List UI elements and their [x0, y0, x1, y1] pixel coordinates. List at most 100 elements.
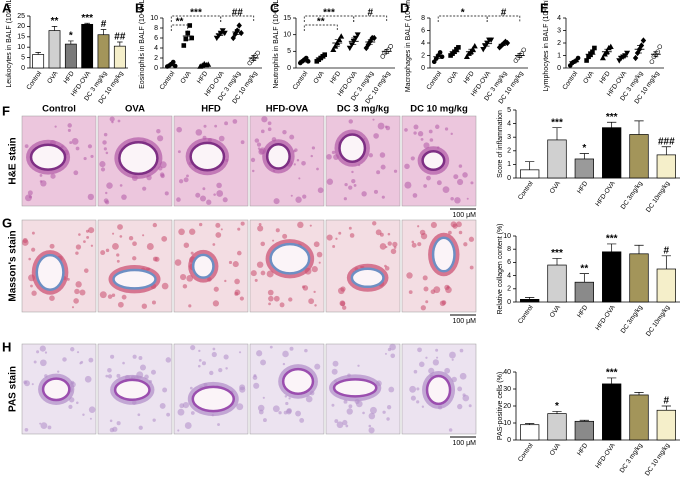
error-bar — [384, 48, 390, 52]
tissue-speck — [444, 127, 449, 131]
tissue-speck — [452, 223, 458, 229]
y-axis-label: Score of inflammation — [497, 110, 504, 178]
tissue-speck — [88, 406, 96, 413]
tissue-speck — [27, 190, 33, 196]
tissue-speck — [410, 395, 416, 401]
tissue-speck — [314, 363, 321, 370]
error-bar — [468, 48, 474, 52]
tissue-speck — [150, 369, 156, 375]
tissue-speck — [24, 427, 29, 432]
tissue-speck — [67, 128, 71, 132]
x-tick-label: Control — [159, 70, 177, 92]
tissue-speck — [256, 350, 263, 357]
tissue-speck — [102, 140, 107, 145]
tissue-speck — [83, 156, 87, 161]
tissue-speck — [377, 122, 385, 130]
tissue-speck — [121, 294, 127, 300]
data-point — [632, 54, 639, 62]
tissue-speck — [273, 295, 280, 302]
significance-label: ** — [176, 17, 184, 28]
tissue-speck — [159, 402, 166, 409]
data-point — [322, 52, 328, 57]
error-bar — [251, 58, 257, 61]
y-tick-label: 8 — [421, 15, 425, 22]
tissue-speck — [417, 347, 422, 353]
tissue-speck — [272, 239, 275, 242]
tissue-speck — [376, 170, 381, 175]
tissue-speck — [23, 380, 27, 384]
tissue-speck — [75, 146, 80, 151]
tissue-speck — [197, 364, 201, 368]
stain-label: PAS stain — [8, 366, 19, 412]
data-point — [607, 43, 614, 50]
x-tick-label: Control — [517, 442, 535, 464]
tissue-speck — [99, 291, 107, 299]
scale-bar-label: 100 μM — [453, 440, 477, 447]
airway-ring — [431, 236, 456, 273]
airway-ring — [113, 378, 151, 401]
tissue-speck — [372, 118, 375, 121]
error-bar — [501, 42, 506, 45]
x-tick-label: Control — [292, 70, 310, 92]
tissue-speck — [28, 195, 33, 199]
tissue-speck — [209, 370, 214, 376]
tissue-speck — [36, 350, 40, 354]
tissue-speck — [164, 191, 169, 196]
data-point — [624, 50, 631, 57]
tissue-speck — [105, 151, 109, 155]
y-tick-label: 0 — [421, 65, 425, 72]
tissue-speck — [50, 173, 56, 179]
significance-label: # — [664, 245, 670, 256]
tissue-speck — [421, 405, 425, 408]
tissue-speck — [103, 147, 107, 151]
data-point — [488, 37, 495, 43]
tissue-speck — [294, 148, 298, 152]
error-bar — [525, 161, 535, 170]
tissue-speck — [425, 300, 429, 304]
y-tick-label: 0 — [154, 65, 158, 72]
tissue-speck — [393, 169, 398, 173]
bar — [656, 268, 676, 303]
y-tick-label: 20 — [503, 403, 511, 410]
tissue-speck — [423, 184, 427, 188]
significance-bracket — [303, 24, 338, 31]
x-tick-label: DC 3mg/kg — [620, 304, 645, 335]
tissue-speck — [165, 357, 172, 363]
tissue-speck — [161, 235, 168, 242]
airway-ring — [332, 378, 378, 398]
tissue-speck — [282, 129, 287, 135]
y-tick-label: 8 — [154, 25, 158, 32]
column-header: DC 10 mg/kg — [410, 104, 468, 115]
tissue-speck — [285, 401, 289, 406]
significance-label: # — [501, 8, 507, 19]
image-border — [325, 343, 401, 435]
x-tick-label: DC 10 mg/kg — [644, 442, 672, 477]
bar — [656, 154, 676, 179]
tissue-speck — [384, 125, 388, 129]
image-border — [401, 115, 477, 207]
data-point — [437, 50, 443, 55]
tissue-speck — [117, 119, 121, 123]
bar — [48, 30, 61, 69]
bar — [574, 158, 594, 179]
tissue-speck — [240, 140, 245, 145]
y-tick-label: 4 — [154, 45, 158, 52]
tissue-speck — [116, 373, 121, 378]
tissue-speck — [252, 375, 258, 380]
tissue-speck — [107, 374, 113, 379]
y-tick-label: 0 — [507, 175, 511, 182]
x-tick-label: DC 3 mg/kg — [619, 442, 645, 474]
tissue-speck — [31, 383, 34, 386]
tissue-speck — [189, 386, 193, 390]
tissue-speck — [217, 423, 220, 426]
y-tick-label: 20 — [17, 23, 25, 30]
significance-bracket — [170, 24, 189, 31]
error-bar — [117, 41, 123, 47]
histology-image — [173, 219, 249, 313]
error-bar — [579, 273, 589, 283]
y-tick-label: 25 — [17, 13, 25, 20]
y-axis-label: Neutrophils in BALF (10⁴/mL) — [273, 0, 280, 89]
tissue-speck — [453, 174, 459, 180]
error-bar — [234, 29, 240, 32]
